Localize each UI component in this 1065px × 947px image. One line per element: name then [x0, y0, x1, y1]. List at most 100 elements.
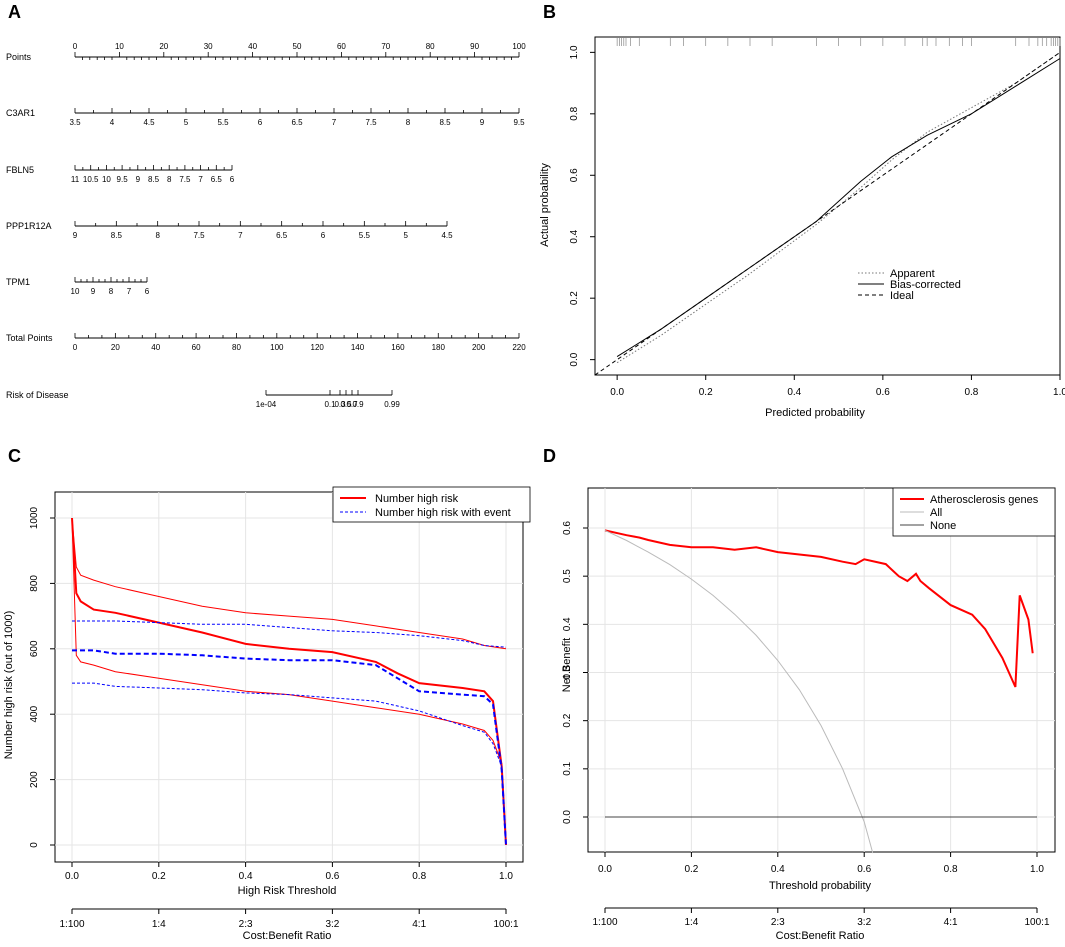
nomogram-tick-label: 0 — [73, 42, 78, 51]
nomogram-tick-label: 4 — [110, 118, 115, 127]
nomogram-tick-label: 120 — [311, 343, 325, 352]
nomogram-tick-label: 100 — [512, 42, 526, 51]
nomogram-tick-label: 60 — [192, 343, 201, 352]
nomogram-tick-label: 3.5 — [69, 118, 81, 127]
nomogram-tick-label: 0.7 — [346, 400, 358, 409]
calibration-x-tick-label: 0.2 — [699, 387, 713, 398]
impact-x2-tick-label: 2:3 — [239, 919, 253, 930]
nomogram-tick-label: 6 — [230, 175, 235, 184]
nomogram-row-label: Points — [6, 52, 32, 62]
nomogram-tick-label: 90 — [470, 42, 479, 51]
impact-y-tick-label: 400 — [29, 705, 40, 722]
impact-plot-frame — [54, 491, 524, 863]
calibration-x-tick-label: 0.4 — [787, 387, 801, 398]
nomogram-tick-label: 9 — [91, 287, 96, 296]
decision-x-tick-label: 1.0 — [1030, 864, 1044, 875]
nomogram-tick-label: 6.5 — [291, 118, 303, 127]
decision-y-tick-label: 0.2 — [562, 713, 573, 727]
nomogram-tick-label: 0.5 — [340, 400, 352, 409]
decision-y-tick-label: 0.4 — [562, 617, 573, 631]
nomogram-tick-label: 40 — [248, 42, 257, 51]
nomogram-tick-label: 180 — [432, 343, 446, 352]
impact-x-tick-label: 1.0 — [499, 871, 513, 882]
calibration-y-tick-label: 0.8 — [569, 106, 580, 120]
impact-y-tick-label: 600 — [29, 640, 40, 657]
nomogram-row-label: Total Points — [6, 333, 53, 343]
nomogram-tick-label: 220 — [512, 343, 526, 352]
nomogram-tick-label: 6.5 — [211, 175, 223, 184]
nomogram-tick-label: 0 — [73, 343, 78, 352]
decision-series-line — [604, 529, 1034, 688]
calibration-y-tick-label: 0.4 — [569, 229, 580, 243]
decision-x-tick-label: 0.6 — [857, 864, 871, 875]
nomogram-tick-label: 8.5 — [111, 231, 123, 240]
nomogram-tick-label: 20 — [111, 343, 120, 352]
decision-x-tick-label: 0.0 — [598, 864, 612, 875]
impact-series-line — [71, 517, 507, 650]
nomogram-tick-label: 9 — [480, 118, 485, 127]
calibration-x-label: Predicted probability — [765, 407, 865, 419]
nomogram-tick-label: 10 — [115, 42, 124, 51]
decision-x2-tick-label: 100:1 — [1024, 917, 1049, 928]
decision-legend-label: Atherosclerosis genes — [930, 494, 1039, 506]
calibration-x-tick-label: 1.0 — [1053, 387, 1065, 398]
nomogram-tick-label: 60 — [337, 42, 346, 51]
decision-y-tick-label: 0.3 — [562, 665, 573, 679]
calibration-panel: Predicted probability Actual probability… — [539, 36, 1065, 419]
impact-legend-label: Number high risk with event — [375, 507, 511, 519]
nomogram-tick-label: 8.5 — [148, 175, 160, 184]
decision-x2-tick-label: 1:100 — [592, 917, 617, 928]
decision-x-label: Threshold probability — [769, 880, 872, 892]
decision-x2-tick-label: 2:3 — [771, 917, 785, 928]
nomogram-row-label: TPM1 — [6, 277, 30, 287]
nomogram-tick-label: 6 — [321, 231, 326, 240]
decision-y-label: Net Benefit — [561, 638, 573, 692]
impact-x-tick-label: 0.2 — [152, 871, 166, 882]
nomogram-tick-label: 11 — [71, 175, 80, 184]
impact-x2-tick-label: 1:100 — [59, 919, 84, 930]
calibration-y-label: Actual probability — [539, 163, 551, 247]
nomogram-tick-label: 30 — [204, 42, 213, 51]
impact-x2-tick-label: 100:1 — [493, 919, 518, 930]
panel-label-a: A — [8, 2, 21, 22]
nomogram-tick-label: 50 — [293, 42, 302, 51]
calibration-y-tick-label: 1.0 — [569, 45, 580, 59]
nomogram-tick-label: 8 — [109, 287, 114, 296]
calibration-x-tick-label: 0.8 — [964, 387, 978, 398]
panel-label-b: B — [543, 2, 556, 22]
impact-x-tick-label: 0.8 — [412, 871, 426, 882]
nomogram-tick-label: 10 — [71, 287, 80, 296]
decision-series-line — [604, 529, 874, 854]
decision-x-tick-label: 0.2 — [684, 864, 698, 875]
nomogram-tick-label: 0.1 — [324, 400, 336, 409]
nomogram-tick-label: 7 — [238, 231, 243, 240]
nomogram-tick-label: 100 — [270, 343, 284, 352]
nomogram-row-label: PPP1R12A — [6, 221, 52, 231]
nomogram-tick-label: 6.5 — [276, 231, 288, 240]
nomogram-tick-label: 40 — [151, 343, 160, 352]
calibration-series-line — [594, 51, 1061, 376]
nomogram-tick-label: 5.5 — [359, 231, 371, 240]
impact-y-label: Number high risk (out of 1000) — [3, 611, 15, 760]
nomogram-tick-label: 7 — [198, 175, 203, 184]
nomogram-row-label: C3AR1 — [6, 108, 35, 118]
calibration-legend-label: Apparent — [890, 268, 935, 280]
panel-label-c: C — [8, 446, 21, 466]
nomogram-tick-label: 140 — [351, 343, 365, 352]
clinical-impact-panel: High Risk Threshold Cost:Benefit Ratio N… — [3, 486, 531, 942]
impact-x2-tick-label: 1:4 — [152, 919, 166, 930]
calibration-y-tick-label: 0.0 — [569, 352, 580, 366]
nomogram-tick-label: 7 — [127, 287, 132, 296]
calibration-x-tick-label: 0.0 — [610, 387, 624, 398]
nomogram-tick-label: 9.5 — [513, 118, 525, 127]
decision-plot-frame — [587, 487, 1056, 853]
nomogram-tick-label: 7.5 — [193, 231, 205, 240]
nomogram-tick-label: 8 — [167, 175, 172, 184]
nomogram-tick-label: 80 — [232, 343, 241, 352]
decision-y-tick-label: 0.5 — [562, 569, 573, 583]
decision-x2-tick-label: 4:1 — [944, 917, 958, 928]
decision-x2-label: Cost:Benefit Ratio — [776, 930, 865, 942]
impact-x-label: High Risk Threshold — [238, 885, 337, 897]
